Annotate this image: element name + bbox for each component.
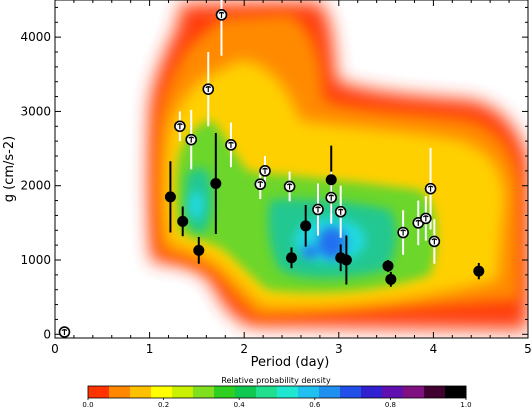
- colorbar-swatch: [88, 386, 110, 398]
- x-tick-label: 3: [335, 342, 343, 356]
- white-data-point-mark: [422, 215, 429, 222]
- colorbar-swatch: [235, 386, 257, 398]
- white-data-point-mark: [61, 328, 68, 336]
- white-data-point-mark: [228, 141, 234, 148]
- white-data-point-mark: [337, 208, 344, 215]
- colorbar-swatch: [277, 386, 299, 398]
- black-data-point: [286, 252, 297, 264]
- black-data-point: [210, 177, 222, 189]
- white-data-point-mark: [415, 219, 422, 226]
- y-axis-label: g (cm/s-2): [2, 136, 17, 202]
- x-tick-label: 0: [51, 342, 59, 356]
- white-data-point-mark: [328, 194, 335, 201]
- y-tick-label: 0: [43, 327, 51, 341]
- white-data-point-mark: [188, 136, 195, 143]
- colorbar-swatch: [130, 386, 152, 398]
- colorbar-swatch: [445, 386, 467, 398]
- colorbar-swatches: [88, 386, 467, 398]
- colorbar-frame: [87, 385, 467, 399]
- density-blue-core: [302, 227, 346, 259]
- colorbar-swatch: [172, 386, 194, 398]
- colorbar-swatch: [340, 386, 362, 398]
- colorbar: Relative probability density 0.0 0.2 0.4 0.…: [82, 376, 471, 408]
- x-axis: 0 1 2 3 4 5: [51, 0, 531, 356]
- colorbar-swatch: [298, 386, 320, 398]
- black-data-point: [473, 265, 485, 277]
- white-data-point-mark: [315, 206, 321, 213]
- colorbar-title: Relative probability density: [221, 376, 331, 385]
- white-data-point-mark: [431, 238, 438, 245]
- white-data-point-mark: [257, 181, 264, 188]
- x-tick-label: 1: [146, 342, 154, 356]
- white-data-point-mark: [427, 185, 434, 192]
- white-data-point-mark: [218, 11, 225, 18]
- colorbar-ticks: 0.0 0.2 0.4 0.6 0.8 1.0: [82, 398, 472, 408]
- colorbar-swatch: [151, 386, 173, 398]
- colorbar-tick-label: 0.2: [158, 401, 169, 408]
- black-data-point: [340, 254, 352, 266]
- y-axis: 0 1000 2000 3000 4000: [20, 6, 528, 341]
- colorbar-swatch: [319, 386, 341, 398]
- white-data-point-mark: [400, 229, 407, 236]
- white-data-point-mark: [205, 86, 212, 93]
- data-points: [58, 9, 485, 338]
- plot-frame: [54, 0, 529, 339]
- colorbar-tick-label: 0.4: [234, 401, 246, 408]
- colorbar-swatch: [193, 386, 215, 398]
- x-tick-label: 5: [524, 342, 531, 356]
- white-data-point-mark: [176, 123, 183, 130]
- black-data-point: [164, 191, 176, 203]
- white-data-point-mark: [286, 183, 293, 190]
- black-data-point: [382, 260, 394, 272]
- x-axis-label: Period (day): [251, 355, 330, 370]
- black-data-point: [177, 215, 189, 227]
- x-tick-label: 2: [240, 342, 248, 356]
- colorbar-swatch: [256, 386, 278, 398]
- colorbar-tick-label: 0.8: [385, 401, 396, 408]
- y-tick-label: 1000: [20, 253, 51, 267]
- colorbar-tick-label: 0.0: [82, 401, 93, 408]
- colorbar-swatch: [361, 386, 383, 398]
- colorbar-tick-label: 0.6: [309, 401, 321, 408]
- white-data-point-mark: [262, 167, 268, 174]
- colorbar-tick-label: 1.0: [460, 401, 471, 408]
- y-tick-label: 4000: [20, 30, 51, 44]
- black-data-point: [193, 244, 205, 256]
- colorbar-swatch: [109, 386, 131, 398]
- x-tick-label: 4: [430, 342, 438, 356]
- black-data-point: [385, 273, 397, 285]
- black-data-point: [300, 220, 312, 232]
- colorbar-swatch: [214, 386, 236, 398]
- y-tick-label: 3000: [20, 104, 51, 118]
- colorbar-swatch: [382, 386, 404, 398]
- density-heatmap: [148, 2, 528, 330]
- colorbar-swatch: [403, 386, 425, 398]
- black-data-point: [325, 174, 337, 186]
- colorbar-swatch: [424, 386, 446, 398]
- y-tick-label: 2000: [20, 179, 51, 193]
